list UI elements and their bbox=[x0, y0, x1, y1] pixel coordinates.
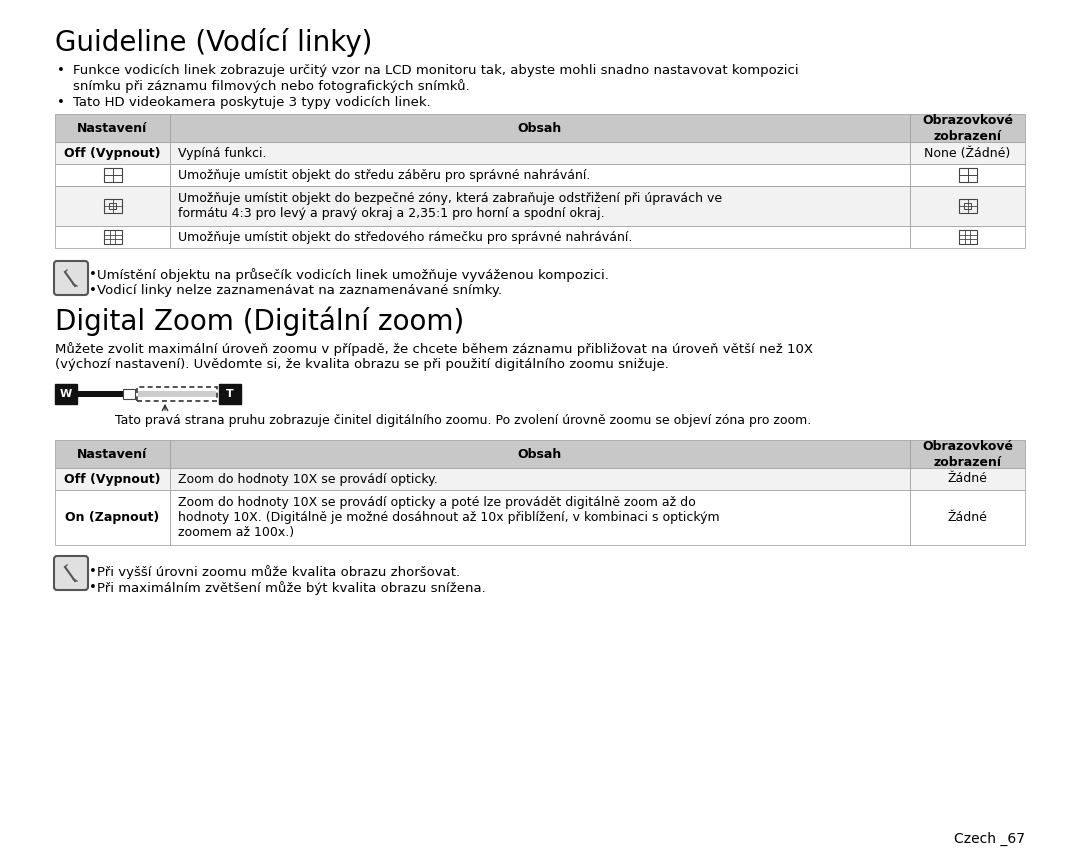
Text: Vodicí linky nelze zaznamenávat na zaznamenávané snímky.: Vodicí linky nelze zaznamenávat na zazna… bbox=[97, 284, 502, 297]
Text: Off (Vypnout): Off (Vypnout) bbox=[64, 472, 161, 485]
Text: Při maximálním zvětšení může být kvalita obrazu snížena.: Při maximálním zvětšení může být kvalita… bbox=[97, 581, 486, 595]
Bar bbox=[55, 142, 170, 164]
Bar bbox=[55, 384, 77, 404]
Bar bbox=[170, 186, 910, 226]
Text: T: T bbox=[226, 389, 234, 399]
Text: •: • bbox=[89, 581, 97, 594]
Text: Vypíná funkci.: Vypíná funkci. bbox=[178, 147, 267, 160]
Text: •: • bbox=[89, 284, 97, 297]
Text: On (Zapnout): On (Zapnout) bbox=[66, 511, 160, 524]
Text: Off (Vypnout): Off (Vypnout) bbox=[64, 147, 161, 160]
Bar bbox=[55, 164, 170, 186]
Text: Zoom do hodnoty 10X se provádí opticky a poté lze provádět digitálně zoom až do
: Zoom do hodnoty 10X se provádí opticky a… bbox=[178, 496, 719, 539]
Bar bbox=[77, 391, 125, 397]
Bar bbox=[910, 142, 1025, 164]
Text: Můžete zvolit maximální úroveň zoomu v případě, že chcete během záznamu přibližo: Můžete zvolit maximální úroveň zoomu v p… bbox=[55, 342, 813, 371]
Text: Žádné: Žádné bbox=[947, 472, 987, 485]
Bar bbox=[138, 391, 216, 397]
Bar bbox=[910, 114, 1025, 142]
Bar bbox=[959, 200, 976, 213]
Bar bbox=[170, 114, 910, 142]
Bar bbox=[104, 200, 121, 213]
Text: Žádné: Žádné bbox=[947, 511, 987, 524]
Text: •: • bbox=[89, 268, 97, 281]
Text: Tato pravá strana pruhu zobrazuje činitel digitálního zoomu. Po zvolení úrovně z: Tato pravá strana pruhu zobrazuje činite… bbox=[114, 414, 811, 427]
Text: W: W bbox=[59, 389, 72, 399]
Text: Obsah: Obsah bbox=[518, 122, 562, 135]
Bar bbox=[55, 186, 170, 226]
Bar bbox=[123, 389, 135, 399]
Bar bbox=[910, 440, 1025, 468]
Text: Digital Zoom (Digitální zoom): Digital Zoom (Digitální zoom) bbox=[55, 306, 464, 336]
Text: Umístění objektu na průsečík vodicích linek umožňuje vyváženou kompozici.: Umístění objektu na průsečík vodicích li… bbox=[97, 268, 609, 282]
Bar bbox=[219, 384, 241, 404]
Bar bbox=[55, 440, 170, 468]
Bar bbox=[170, 440, 910, 468]
Bar bbox=[910, 490, 1025, 545]
Text: •: • bbox=[89, 565, 97, 578]
Text: •: • bbox=[57, 64, 65, 77]
Bar bbox=[55, 226, 170, 248]
Text: Funkce vodicích linek zobrazuje určitý vzor na LCD monitoru tak, abyste mohli sn: Funkce vodicích linek zobrazuje určitý v… bbox=[73, 64, 798, 93]
Text: Umožňuje umístit objekt do bezpečné zóny, která zabraňuje odstřižení při úpravác: Umožňuje umístit objekt do bezpečné zóny… bbox=[178, 192, 723, 220]
Text: Zoom do hodnoty 10X se provádí opticky.: Zoom do hodnoty 10X se provádí opticky. bbox=[178, 472, 437, 485]
Text: Obrazovkové
zobrazení: Obrazovkové zobrazení bbox=[922, 114, 1013, 142]
Bar bbox=[959, 230, 976, 244]
Bar bbox=[55, 114, 170, 142]
Bar bbox=[170, 490, 910, 545]
Bar bbox=[959, 168, 976, 181]
Text: Umožňuje umístit objekt do středového rámečku pro správné nahrávání.: Umožňuje umístit objekt do středového rá… bbox=[178, 231, 633, 244]
Text: Czech _67: Czech _67 bbox=[954, 832, 1025, 846]
Text: Obrazovkové
zobrazení: Obrazovkové zobrazení bbox=[922, 439, 1013, 469]
Text: None (Žádné): None (Žádné) bbox=[924, 147, 1011, 160]
Bar bbox=[104, 168, 121, 181]
FancyBboxPatch shape bbox=[54, 261, 87, 295]
Bar bbox=[964, 203, 971, 209]
Text: Obsah: Obsah bbox=[518, 448, 562, 461]
Bar bbox=[55, 468, 170, 490]
Bar bbox=[104, 230, 121, 244]
Text: •: • bbox=[57, 96, 65, 109]
Bar bbox=[170, 142, 910, 164]
Bar bbox=[55, 490, 170, 545]
Bar bbox=[137, 387, 217, 401]
Bar bbox=[170, 164, 910, 186]
Text: Nastavení: Nastavení bbox=[78, 122, 148, 135]
Text: Při vyšší úrovni zoomu může kvalita obrazu zhoršovat.: Při vyšší úrovni zoomu může kvalita obra… bbox=[97, 565, 460, 579]
Text: Guideline (Vodící linky): Guideline (Vodící linky) bbox=[55, 28, 373, 57]
Bar bbox=[910, 226, 1025, 248]
Bar bbox=[910, 186, 1025, 226]
Bar bbox=[910, 468, 1025, 490]
Text: Nastavení: Nastavení bbox=[78, 448, 148, 461]
Bar bbox=[170, 226, 910, 248]
Bar bbox=[910, 164, 1025, 186]
Text: Umožňuje umístit objekt do středu záběru pro správné nahrávání.: Umožňuje umístit objekt do středu záběru… bbox=[178, 168, 591, 181]
Text: Tato HD videokamera poskytuje 3 typy vodicích linek.: Tato HD videokamera poskytuje 3 typy vod… bbox=[73, 96, 431, 109]
Bar bbox=[170, 468, 910, 490]
FancyBboxPatch shape bbox=[54, 556, 87, 590]
Bar bbox=[109, 203, 116, 209]
